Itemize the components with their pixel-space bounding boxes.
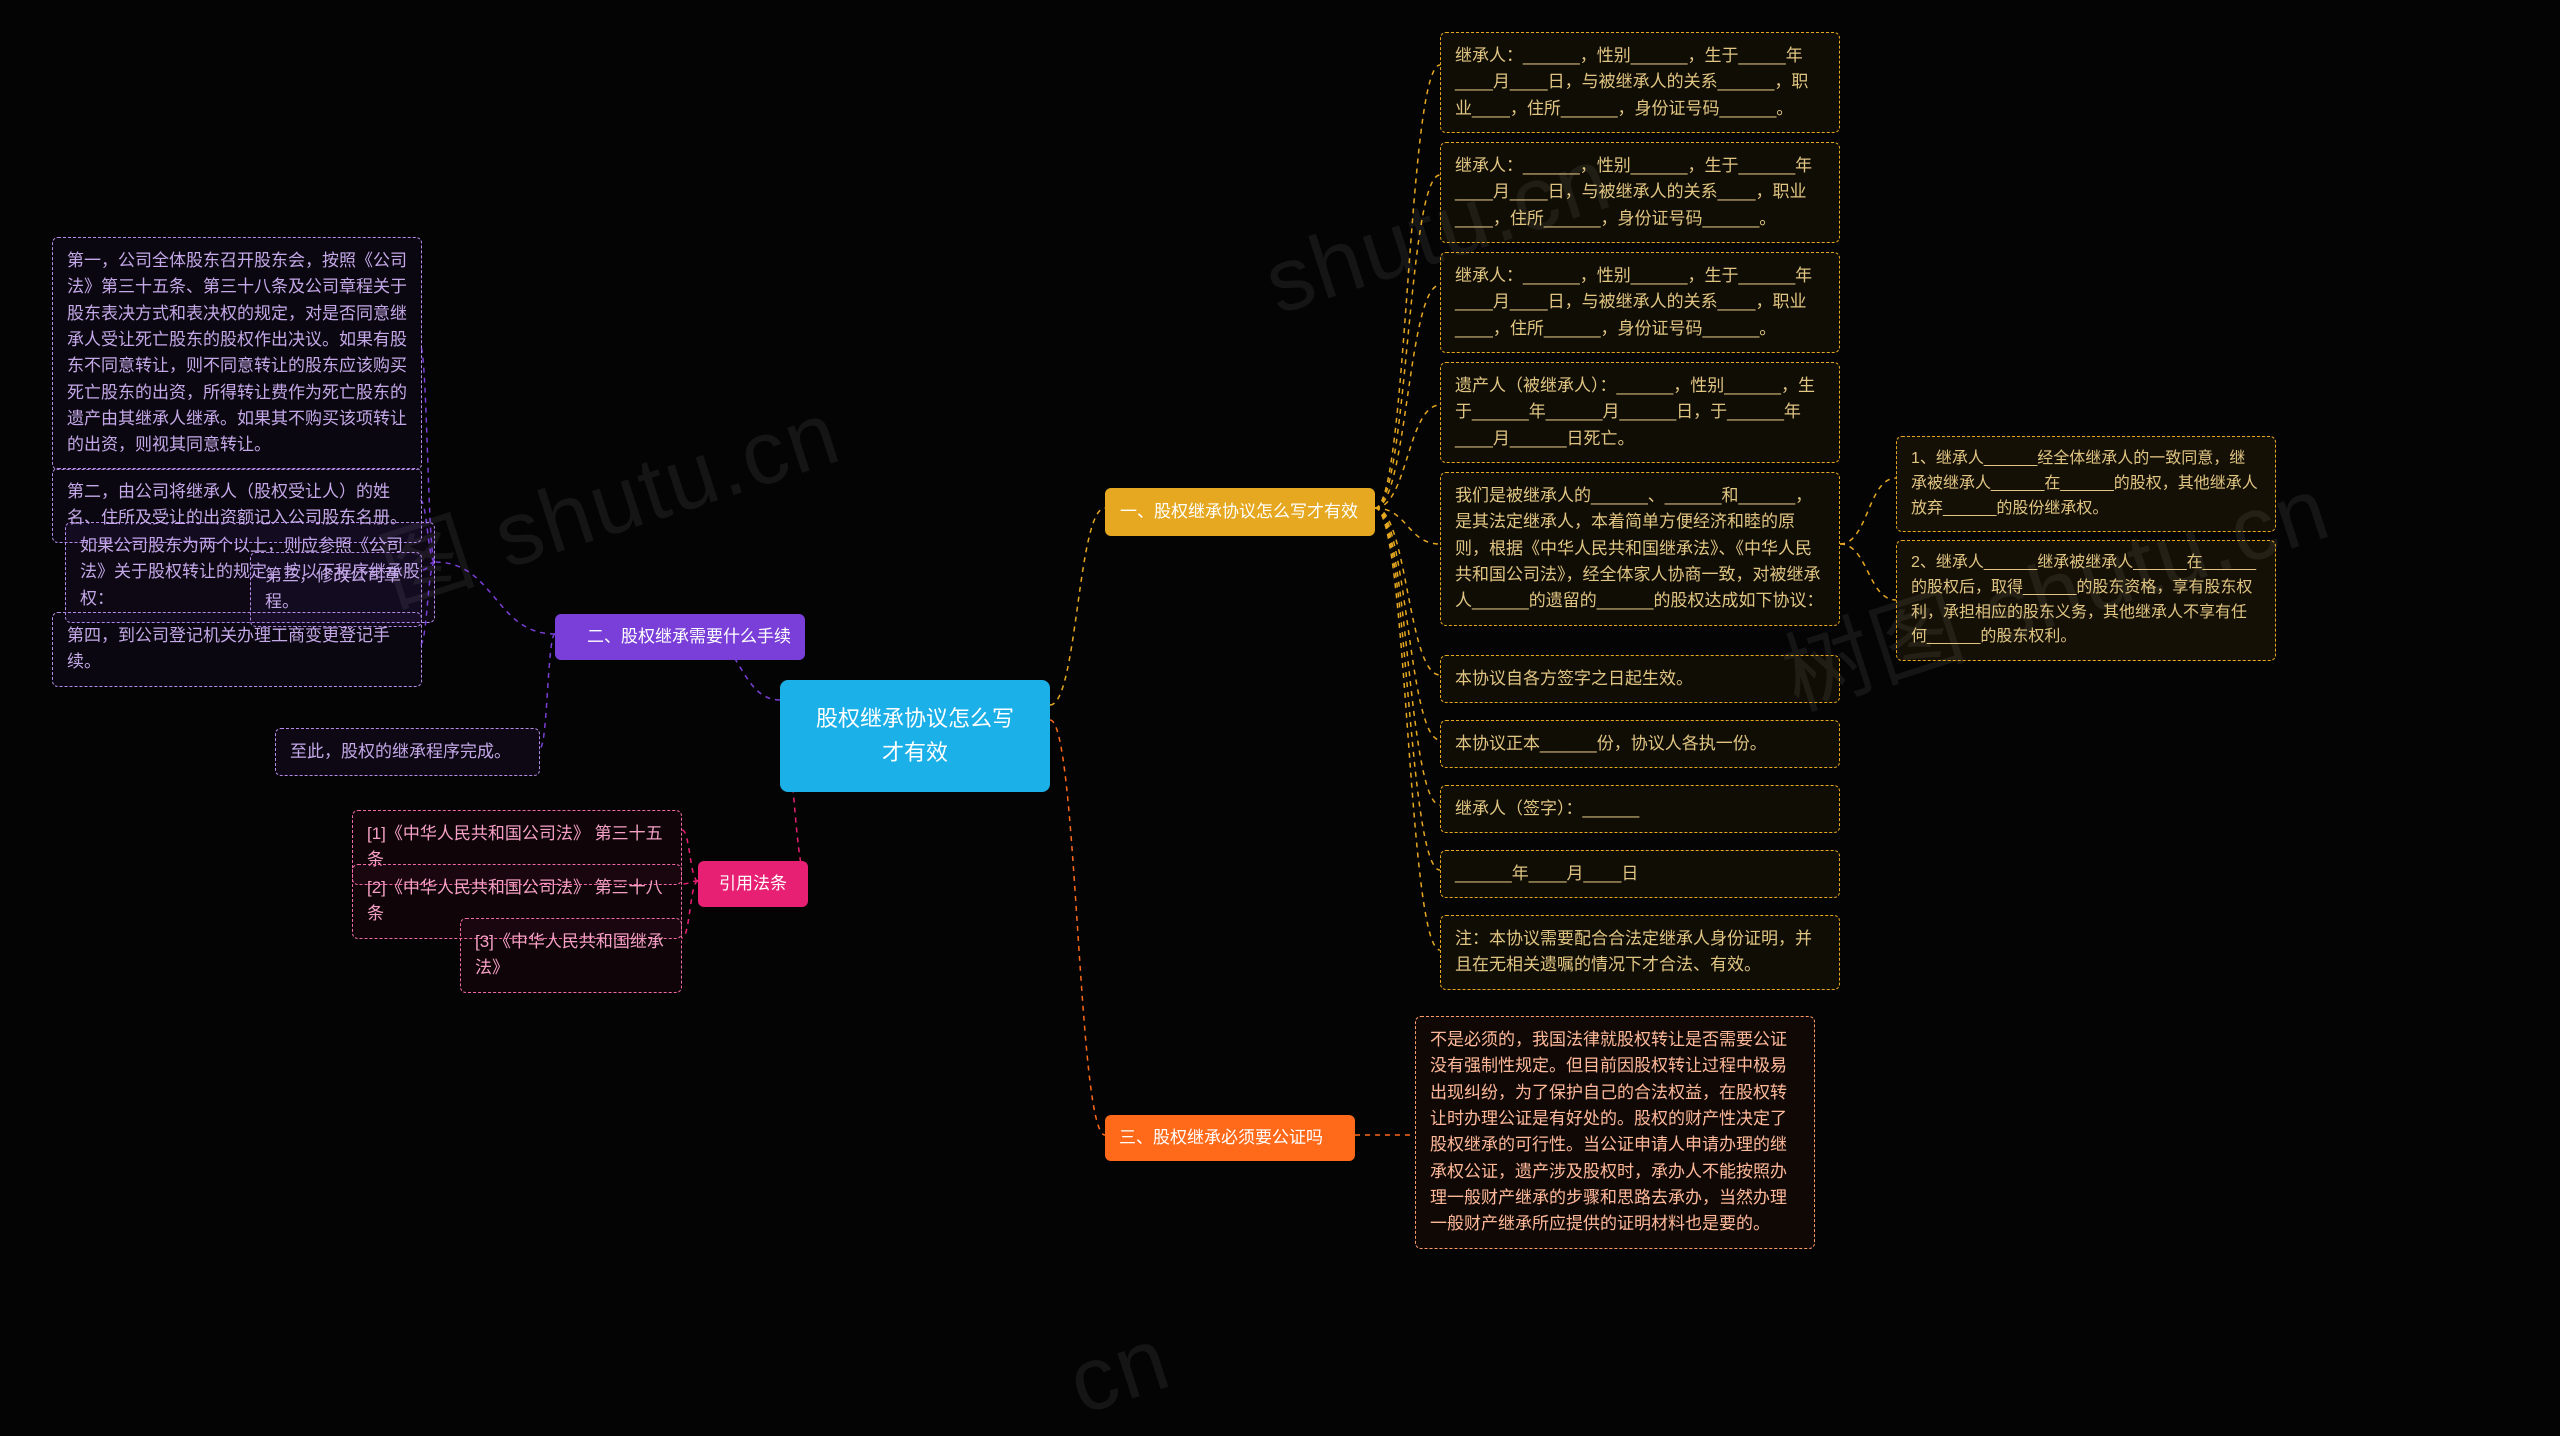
edge-layer <box>0 0 2560 1393</box>
leaf: 继承人（签字）：______ <box>1440 785 1840 833</box>
leaf: 本协议自各方签字之日起生效。 <box>1440 655 1840 703</box>
branch-two: 二、股权继承需要什么手续 <box>555 614 805 660</box>
leaf: 1、继承人______经全体继承人的一致同意，继承被继承人______在____… <box>1896 436 2276 532</box>
branch-one: 一、股权继承协议怎么写才有效 <box>1105 488 1375 536</box>
mid-node: 至此，股权的继承程序完成。 <box>275 728 540 776</box>
leaf: 第四，到公司登记机关办理工商变更登记手续。 <box>52 612 422 687</box>
leaf: 继承人：______，性别______，生于______年____月____日，… <box>1440 142 1840 243</box>
leaf: 不是必须的，我国法律就股权转让是否需要公证没有强制性规定。但目前因股权转让过程中… <box>1415 1016 1815 1249</box>
branch-ref: 引用法条 <box>698 861 808 907</box>
leaf: 我们是被继承人的______、______和______，是其法定继承人，本着简… <box>1440 472 1840 626</box>
leaf: 第二，由公司将继承人（股权受让人）的姓名、住所及受让的出资额记入公司股东名册。 <box>52 468 422 543</box>
leaf: 本协议正本______份，协议人各执一份。 <box>1440 720 1840 768</box>
leaf: [3]《中华人民共和国继承法》 <box>460 918 682 993</box>
branch-three: 三、股权继承必须要公证吗 <box>1105 1115 1355 1161</box>
leaf: 第一，公司全体股东召开股东会，按照《公司法》第三十五条、第三十八条及公司章程关于… <box>52 237 422 470</box>
watermark: cn <box>1057 1307 1183 1436</box>
leaf: 注：本协议需要配合合法定继承人身份证明，并且在无相关遗嘱的情况下才合法、有效。 <box>1440 915 1840 990</box>
leaf: 2、继承人______继承被继承人______在______的股权后，取得___… <box>1896 540 2276 661</box>
root-node: 股权继承协议怎么写才有效 <box>780 680 1050 792</box>
leaf: 继承人：______，性别______，生于______年____月____日，… <box>1440 252 1840 353</box>
watermark: 图 shutu.cn <box>362 360 854 630</box>
leaf: ______年____月____日 <box>1440 850 1840 898</box>
leaf: 遗产人（被继承人）：______，性别______，生于______年_____… <box>1440 362 1840 463</box>
leaf: 继承人：______，性别______，生于_____年____月____日，与… <box>1440 32 1840 133</box>
